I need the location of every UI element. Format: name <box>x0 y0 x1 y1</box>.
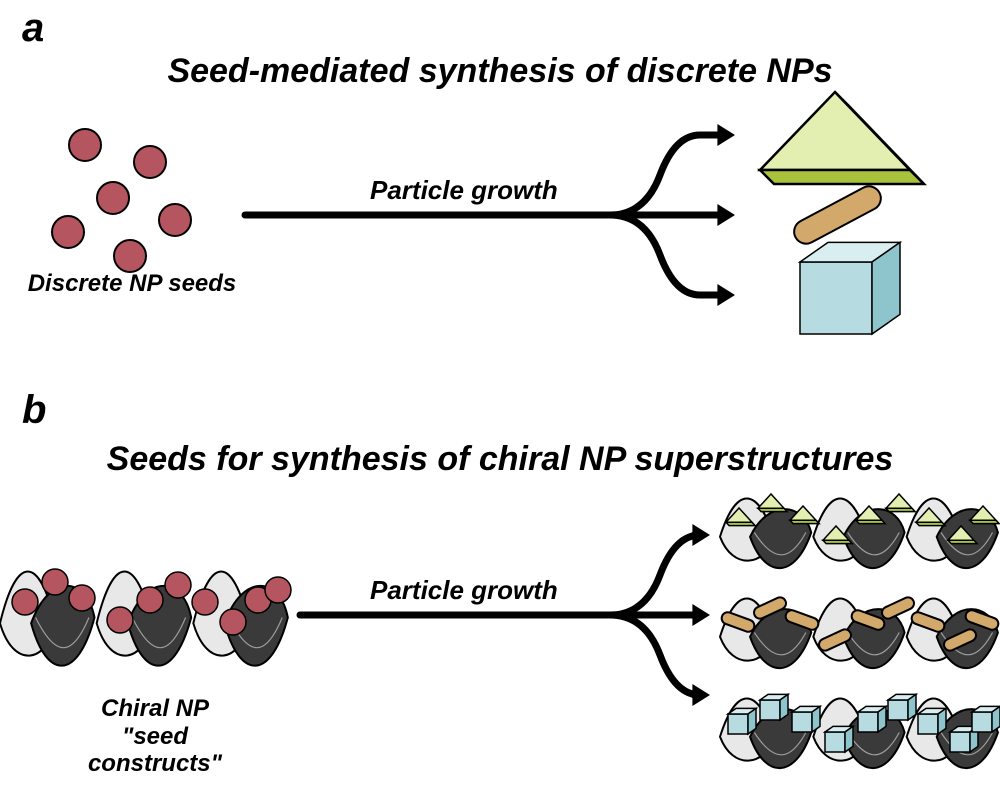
panel-b-seed-caption-l2: "seed constructs" <box>88 723 222 778</box>
panel-a-arrow <box>0 0 1000 791</box>
panel-a-label: a <box>22 6 44 51</box>
panel-b-label: b <box>22 388 46 433</box>
panel-a-seeds <box>0 0 1000 791</box>
panel-b-title: Seeds for synthesis of chiral NP superst… <box>0 440 1000 479</box>
panel-b-product-helices <box>0 0 1000 791</box>
panel-a-title: Seed-mediated synthesis of discrete NPs <box>0 52 1000 91</box>
panel-a-arrow-label: Particle growth <box>370 175 558 206</box>
panel-a-seeds-caption: Discrete NP seeds <box>22 270 242 298</box>
panel-b-seed-helix <box>0 0 1000 791</box>
panel-b-arrow <box>0 0 1000 791</box>
panel-b-seed-caption: Chiral NP "seed constructs" <box>55 695 255 778</box>
panel-b-arrow-label: Particle growth <box>370 575 558 606</box>
panel-b-seed-caption-l1: Chiral NP <box>101 695 209 722</box>
panel-a-products <box>0 0 1000 791</box>
